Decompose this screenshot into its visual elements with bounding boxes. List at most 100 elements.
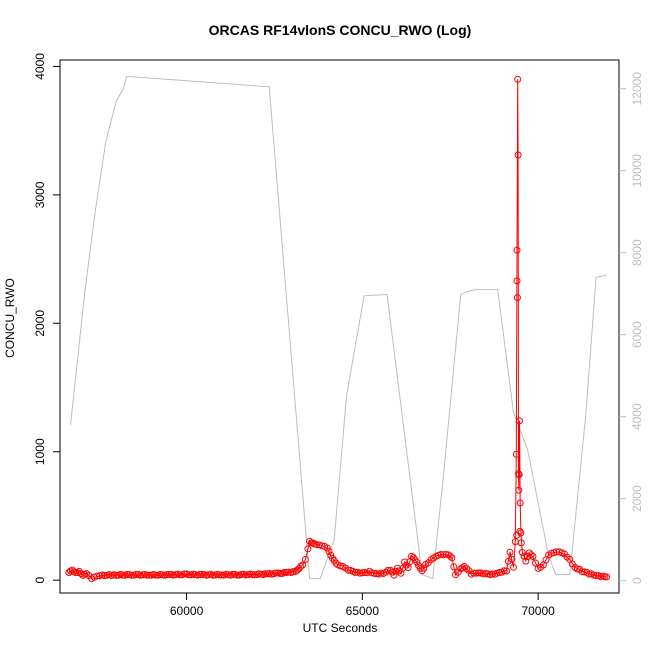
data-point bbox=[344, 566, 352, 574]
data-point bbox=[156, 571, 164, 578]
y-tick-label: 2000 bbox=[33, 310, 47, 337]
data-point bbox=[229, 570, 237, 578]
x-tick-label: 65000 bbox=[346, 604, 380, 618]
data-point bbox=[297, 562, 305, 570]
data-point bbox=[527, 551, 535, 559]
data-point bbox=[249, 571, 256, 579]
altitude-line-layer bbox=[70, 75, 607, 580]
data-point bbox=[325, 547, 333, 555]
data-point bbox=[285, 568, 292, 576]
x-axis: 60000 65000 70000 bbox=[170, 593, 555, 618]
data-point bbox=[101, 572, 108, 580]
data-point bbox=[470, 569, 478, 577]
data-point bbox=[500, 567, 508, 575]
data-point bbox=[488, 570, 496, 578]
data-point bbox=[402, 561, 410, 569]
x-tick-label: 70000 bbox=[521, 604, 555, 618]
data-point bbox=[74, 569, 82, 577]
data-point bbox=[442, 550, 450, 558]
data-point bbox=[513, 277, 521, 285]
data-point bbox=[198, 570, 206, 578]
data-point bbox=[370, 569, 378, 577]
plot-frame bbox=[59, 59, 620, 594]
data-point bbox=[532, 559, 539, 567]
data-point bbox=[289, 568, 297, 576]
y2-tick-label: 6000 bbox=[630, 321, 644, 348]
data-point bbox=[413, 558, 421, 566]
data-point bbox=[503, 567, 510, 575]
data-point bbox=[510, 563, 517, 571]
data-point bbox=[472, 569, 480, 577]
y-tick-label: 1000 bbox=[33, 438, 47, 465]
data-point bbox=[176, 571, 184, 579]
data-point bbox=[513, 294, 521, 302]
data-point bbox=[165, 571, 173, 578]
chart-title: ORCAS RF14vlonS CONCU_RWO (Log) bbox=[209, 22, 472, 38]
data-point bbox=[515, 471, 523, 479]
data-point bbox=[93, 572, 101, 580]
y2-tick-label: 12000 bbox=[630, 72, 644, 106]
data-point bbox=[496, 569, 503, 576]
data-point bbox=[209, 571, 217, 579]
data-point bbox=[238, 570, 245, 578]
data-point bbox=[516, 499, 524, 507]
data-point bbox=[387, 566, 394, 574]
data-point bbox=[180, 570, 188, 578]
data-point bbox=[75, 567, 83, 575]
data-point bbox=[409, 554, 417, 561]
data-point bbox=[525, 549, 533, 557]
data-point bbox=[508, 555, 516, 563]
data-point bbox=[553, 548, 561, 556]
data-point bbox=[516, 527, 524, 535]
data-point bbox=[299, 561, 307, 569]
data-point bbox=[437, 551, 445, 558]
data-point bbox=[524, 553, 532, 560]
data-point bbox=[518, 548, 526, 556]
data-point bbox=[163, 571, 171, 579]
data-point bbox=[384, 566, 392, 574]
data-point bbox=[218, 571, 226, 579]
data-point bbox=[185, 571, 193, 579]
data-point bbox=[196, 571, 204, 578]
data-point bbox=[304, 545, 312, 553]
y2-tick-label: 4000 bbox=[630, 403, 644, 430]
data-point bbox=[280, 569, 288, 576]
data-point bbox=[313, 541, 321, 549]
data-point bbox=[216, 571, 223, 579]
data-point bbox=[401, 558, 408, 566]
data-point bbox=[515, 470, 522, 478]
data-point bbox=[152, 571, 160, 579]
data-point bbox=[128, 571, 136, 579]
data-point bbox=[390, 571, 398, 579]
data-point bbox=[293, 566, 301, 574]
data-point bbox=[77, 570, 85, 578]
data-point bbox=[446, 552, 454, 560]
y2-tick-label: 8000 bbox=[630, 239, 644, 266]
data-point bbox=[603, 573, 611, 581]
data-point bbox=[301, 556, 309, 563]
data-point bbox=[592, 572, 600, 579]
data-point bbox=[520, 552, 528, 560]
data-point bbox=[578, 568, 586, 576]
data-point bbox=[514, 75, 522, 83]
data-point bbox=[504, 557, 512, 565]
data-point bbox=[143, 571, 151, 579]
data-point bbox=[65, 569, 73, 576]
data-point bbox=[463, 565, 471, 573]
concu-rwo-series-layer bbox=[65, 75, 611, 583]
data-point bbox=[306, 537, 314, 545]
data-point bbox=[585, 570, 593, 578]
data-point bbox=[474, 569, 482, 577]
data-point bbox=[513, 246, 521, 254]
data-point bbox=[351, 569, 359, 576]
data-point bbox=[358, 569, 366, 577]
data-point bbox=[132, 571, 140, 578]
x-tick-label: 60000 bbox=[170, 604, 204, 618]
data-point bbox=[517, 529, 525, 537]
altitude-line bbox=[70, 75, 607, 580]
data-point bbox=[512, 450, 520, 458]
data-point bbox=[506, 548, 514, 556]
data-point bbox=[329, 554, 336, 562]
data-point bbox=[459, 564, 467, 572]
